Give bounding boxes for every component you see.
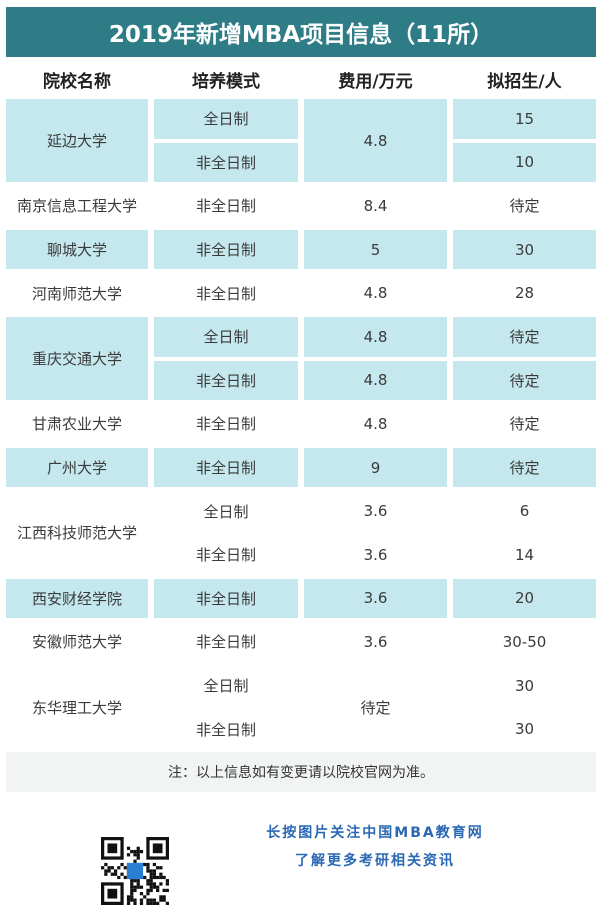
study-mode: 全日制 [154, 317, 298, 357]
school-name: 江西科技师范大学 [16, 524, 137, 543]
fee: 3.6 [304, 578, 447, 619]
quota: 待定 [453, 317, 596, 357]
fee: 8.4 [363, 196, 388, 215]
quota: 30 [514, 720, 535, 739]
study-mode: 非全日制 [195, 415, 256, 434]
promo-line-1: 长按图片关注中国MBA教育网 [266, 825, 484, 841]
study-mode: 全日制 [203, 677, 249, 696]
study-mode: 非全日制 [154, 229, 298, 270]
school-name: 南京信息工程大学 [16, 197, 137, 216]
quota: 10 [453, 142, 596, 183]
quota: 30-50 [502, 632, 547, 651]
fee: 3.6 [363, 545, 388, 564]
fee: 9 [304, 447, 447, 488]
quota: 15 [453, 99, 596, 139]
school-name: 广州大学 [6, 447, 148, 488]
study-mode: 非全日制 [154, 360, 298, 401]
promo-line-2: 了解更多考研相关资讯 [295, 853, 455, 869]
fee: 4.8 [304, 99, 447, 183]
fee: 4.8 [363, 284, 388, 303]
study-mode: 非全日制 [195, 633, 256, 652]
quota: 30 [453, 229, 596, 270]
study-mode: 非全日制 [154, 578, 298, 619]
school-name: 聊城大学 [6, 229, 148, 270]
column-header: 院校名称 [43, 71, 111, 92]
quota: 待定 [453, 360, 596, 401]
study-mode: 非全日制 [154, 142, 298, 183]
study-mode: 全日制 [154, 99, 298, 139]
study-mode: 全日制 [203, 502, 249, 521]
study-mode: 非全日制 [195, 546, 256, 565]
column-header: 费用/万元 [338, 71, 413, 92]
fee: 3.6 [363, 502, 388, 521]
study-mode: 非全日制 [195, 197, 256, 216]
school-name: 甘肃农业大学 [31, 415, 122, 434]
school-name: 西安财经学院 [6, 578, 148, 619]
quota: 20 [453, 578, 596, 619]
study-mode: 非全日制 [154, 447, 298, 488]
school-name: 重庆交通大学 [6, 317, 148, 401]
school-name: 东华理工大学 [31, 698, 122, 717]
school-name: 延边大学 [6, 99, 148, 183]
fee: 3.6 [363, 632, 388, 651]
column-header: 拟招生/人 [487, 71, 562, 92]
fee: 4.8 [304, 360, 447, 401]
school-name: 安徽师范大学 [31, 633, 122, 652]
quota: 待定 [453, 447, 596, 488]
fee: 4.8 [363, 414, 388, 433]
study-mode: 非全日制 [195, 284, 256, 303]
quota: 30 [514, 676, 535, 695]
column-header: 培养模式 [192, 71, 260, 92]
quota: 28 [514, 284, 535, 303]
quota: 6 [519, 502, 530, 521]
study-mode: 非全日制 [195, 720, 256, 739]
quota: 待定 [509, 197, 540, 216]
qr-code-icon[interactable] [101, 837, 169, 905]
quota: 待定 [509, 415, 540, 434]
fee: 5 [304, 229, 447, 270]
school-name: 河南师范大学 [31, 284, 122, 303]
fee: 4.8 [304, 317, 447, 357]
note: 注：以上信息如有变更请以院校官网为准。 [6, 752, 596, 792]
fee: 待定 [360, 698, 391, 717]
quota: 14 [514, 545, 535, 564]
page-title: 2019年新增MBA项目信息（11所） [6, 7, 596, 57]
